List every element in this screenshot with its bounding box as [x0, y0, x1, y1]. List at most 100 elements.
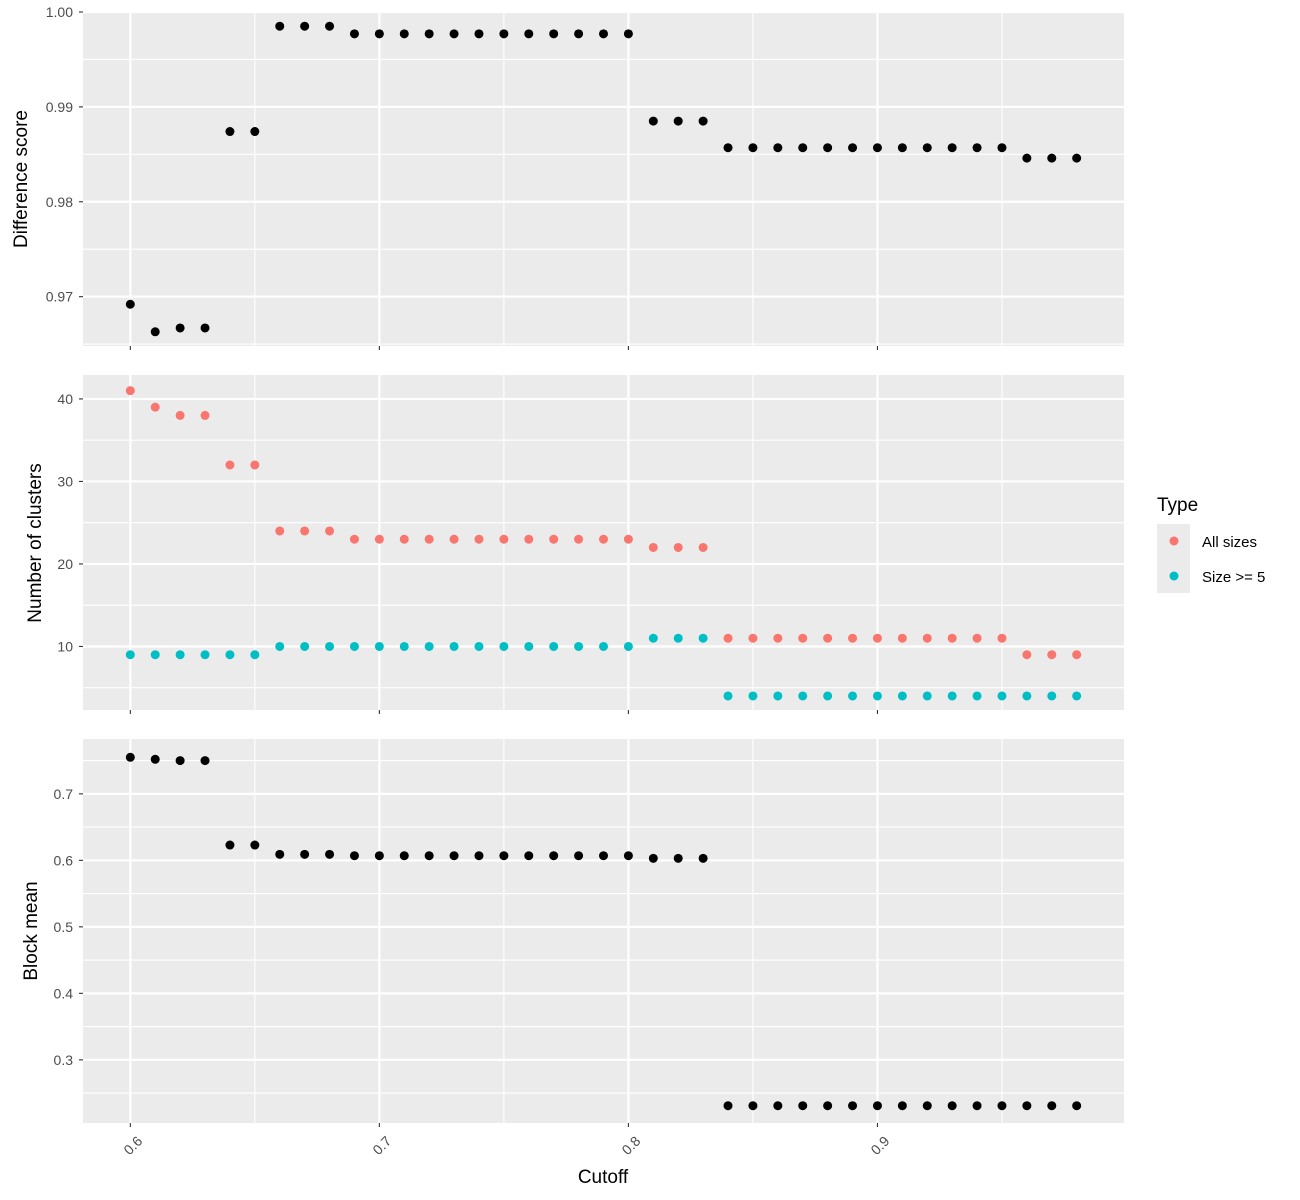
data-point — [823, 633, 833, 643]
y-tick-label: 0.99 — [46, 99, 73, 115]
y-axis-title: Number of clusters — [25, 463, 46, 622]
legend-label-all-sizes: All sizes — [1202, 534, 1257, 551]
data-point — [125, 650, 135, 660]
data-point — [399, 641, 409, 651]
data-point — [374, 29, 384, 39]
data-point — [449, 851, 459, 861]
data-point — [599, 851, 608, 861]
data-point — [449, 534, 459, 544]
data-point — [773, 633, 783, 643]
data-point — [1022, 153, 1032, 163]
data-point — [225, 460, 235, 470]
data-point — [524, 534, 534, 544]
data-point — [524, 641, 534, 651]
major-gridlines-y — [83, 792, 1124, 1061]
data-point — [1072, 691, 1082, 701]
data-point — [150, 327, 160, 337]
data-point — [200, 650, 210, 660]
data-point — [997, 633, 1007, 643]
data-point — [499, 29, 509, 39]
data-point — [300, 21, 310, 31]
data-point — [997, 691, 1007, 701]
data-point — [549, 534, 559, 544]
data-point — [648, 116, 658, 126]
data-point — [972, 633, 982, 643]
data-point — [798, 143, 808, 153]
data-point — [823, 691, 833, 701]
data-point — [300, 849, 310, 859]
data-point — [175, 756, 185, 766]
y-tick-label: 0.3 — [54, 1052, 74, 1068]
data-point — [374, 534, 384, 544]
data-point — [250, 460, 260, 470]
data-point — [673, 116, 683, 126]
data-point — [798, 633, 808, 643]
y-tick-label: 10 — [57, 638, 73, 654]
y-tick-label: 1.00 — [46, 4, 73, 20]
x-axis-ticks — [129, 1123, 878, 1127]
data-point — [499, 641, 509, 651]
data-point — [972, 1101, 982, 1111]
data-point — [325, 641, 335, 651]
data-point — [723, 1101, 733, 1111]
data-point — [349, 851, 359, 861]
data-point — [200, 323, 210, 333]
panel-block-mean: 0.3 0.4 0.5 0.6 0.7 0.6 0.7 0.8 0.9 Block mean — [21, 739, 1124, 1158]
minor-gridlines-x — [254, 12, 1003, 346]
data-point — [150, 754, 160, 764]
data-point — [698, 853, 708, 863]
y-tick-label: 0.4 — [54, 985, 74, 1001]
data-point — [748, 143, 758, 153]
data-point — [574, 851, 584, 861]
y-tick-label: 20 — [57, 556, 73, 572]
legend-key-all-sizes — [1169, 536, 1179, 546]
data-point — [424, 534, 434, 544]
data-point — [972, 143, 982, 153]
data-point — [374, 641, 384, 651]
x-tick-label: 0.8 — [618, 1133, 643, 1158]
data-point — [922, 143, 932, 153]
data-point — [349, 641, 359, 651]
data-point — [424, 641, 434, 651]
data-point — [648, 633, 658, 643]
data-point — [823, 1101, 833, 1111]
data-point — [1047, 691, 1057, 701]
data-point — [175, 410, 185, 420]
data-point — [225, 840, 235, 850]
x-axis-ticks — [129, 346, 878, 350]
data-point — [1022, 650, 1032, 660]
data-point — [723, 143, 733, 153]
data-point — [474, 29, 484, 39]
y-tick-label: 0.5 — [54, 919, 74, 935]
data-point — [524, 29, 534, 39]
data-point — [773, 1101, 783, 1111]
data-point — [150, 402, 160, 412]
data-point — [798, 691, 808, 701]
x-axis-ticks — [129, 710, 878, 714]
data-point — [549, 851, 559, 861]
y-tick-label: 0.7 — [54, 786, 74, 802]
data-point — [1047, 153, 1057, 163]
data-point — [1047, 650, 1057, 660]
data-point — [698, 116, 708, 126]
data-point — [997, 1101, 1007, 1111]
panel-difference-score: 0.97 0.98 0.99 1.00 Difference score — [11, 4, 1124, 350]
data-point — [574, 534, 584, 544]
data-point — [773, 691, 783, 701]
data-point — [848, 143, 858, 153]
legend-key-background — [1157, 524, 1190, 593]
data-point — [723, 691, 733, 701]
y-axis-ticks: 10 20 30 40 — [57, 391, 83, 654]
data-point — [922, 1101, 932, 1111]
data-point — [250, 650, 260, 660]
data-point — [449, 641, 459, 651]
data-point — [275, 526, 285, 536]
data-point — [225, 127, 235, 137]
data-point — [374, 851, 384, 861]
legend-label-size-5: Size >= 5 — [1202, 569, 1265, 586]
data-point — [325, 21, 335, 31]
data-point — [648, 542, 658, 552]
data-point — [424, 851, 434, 861]
data-point — [623, 851, 633, 861]
y-tick-label: 0.6 — [54, 852, 74, 868]
